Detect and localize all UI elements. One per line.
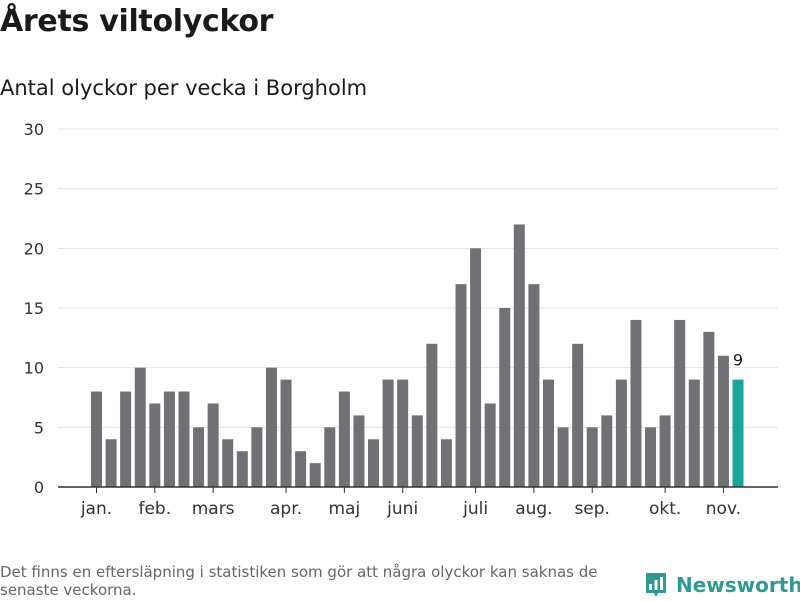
y-tick-label: 0 xyxy=(34,478,44,497)
bar xyxy=(659,415,671,487)
highlight-bar xyxy=(732,379,744,487)
chart-logo-icon xyxy=(646,573,666,597)
bar xyxy=(411,415,423,487)
bar xyxy=(295,451,307,487)
x-tick-label: apr. xyxy=(270,499,302,519)
bar xyxy=(499,308,511,487)
bar xyxy=(528,284,540,487)
x-tick-label: jan. xyxy=(80,499,112,519)
y-tick-label: 30 xyxy=(24,120,44,139)
bar xyxy=(557,427,569,487)
x-tick-label: sep. xyxy=(574,499,610,519)
x-tick-label: nov. xyxy=(706,499,741,519)
brand-name: Newsworthy xyxy=(676,573,800,597)
data-label: 9 xyxy=(733,351,743,370)
bar xyxy=(586,427,598,487)
brand-logo: Newsworthy xyxy=(644,569,800,601)
bar xyxy=(105,439,117,487)
footnote: Det finns en eftersläpning i statistiken… xyxy=(0,563,598,599)
y-tick-label: 10 xyxy=(24,359,44,378)
bar xyxy=(163,391,175,487)
bar xyxy=(440,439,452,487)
y-tick-label: 20 xyxy=(24,239,44,258)
bar xyxy=(484,403,496,487)
bar xyxy=(265,367,277,487)
bar xyxy=(236,451,248,487)
x-tick-label: juli xyxy=(462,499,488,519)
x-tick-label: okt. xyxy=(649,499,681,519)
x-tick-label: aug. xyxy=(515,499,552,519)
bar xyxy=(426,343,438,487)
bar xyxy=(674,319,686,487)
bar xyxy=(455,284,467,487)
x-tick-label: feb. xyxy=(138,499,171,519)
bar xyxy=(193,427,205,487)
bar xyxy=(134,367,146,487)
bar xyxy=(513,224,525,487)
bar xyxy=(382,379,394,487)
bar xyxy=(251,427,263,487)
bar xyxy=(353,415,365,487)
bar xyxy=(645,427,657,487)
bar xyxy=(338,391,350,487)
bar xyxy=(542,379,554,487)
bar xyxy=(615,379,627,487)
x-tick-label: maj xyxy=(329,499,361,519)
bar xyxy=(309,463,321,487)
x-tick-label: juni xyxy=(386,499,418,519)
bar xyxy=(368,439,380,487)
bar xyxy=(572,343,584,487)
bar-chart: 0 5 10 15 20 25 30 9 jan. feb. mars apr. maj juni juli… xyxy=(24,120,778,519)
bar xyxy=(324,427,336,487)
y-tick-label: 15 xyxy=(24,299,44,318)
bar xyxy=(207,403,219,487)
bar xyxy=(280,379,292,487)
bar xyxy=(120,391,132,487)
y-tick-label: 5 xyxy=(34,418,44,437)
y-tick-label: 25 xyxy=(24,180,44,199)
bar xyxy=(717,355,729,487)
bar xyxy=(703,331,715,487)
bar xyxy=(91,391,102,487)
x-tick-label: mars xyxy=(192,499,235,519)
bar xyxy=(630,319,642,487)
chart-subtitle: Antal olyckor per vecka i Borgholm xyxy=(0,76,368,100)
bar xyxy=(178,391,190,487)
bar xyxy=(470,248,482,487)
bar xyxy=(601,415,613,487)
chart-title: Årets viltolyckor xyxy=(0,4,274,39)
bar xyxy=(149,403,161,487)
bar xyxy=(397,379,409,487)
bar xyxy=(222,439,234,487)
bar xyxy=(688,379,700,487)
